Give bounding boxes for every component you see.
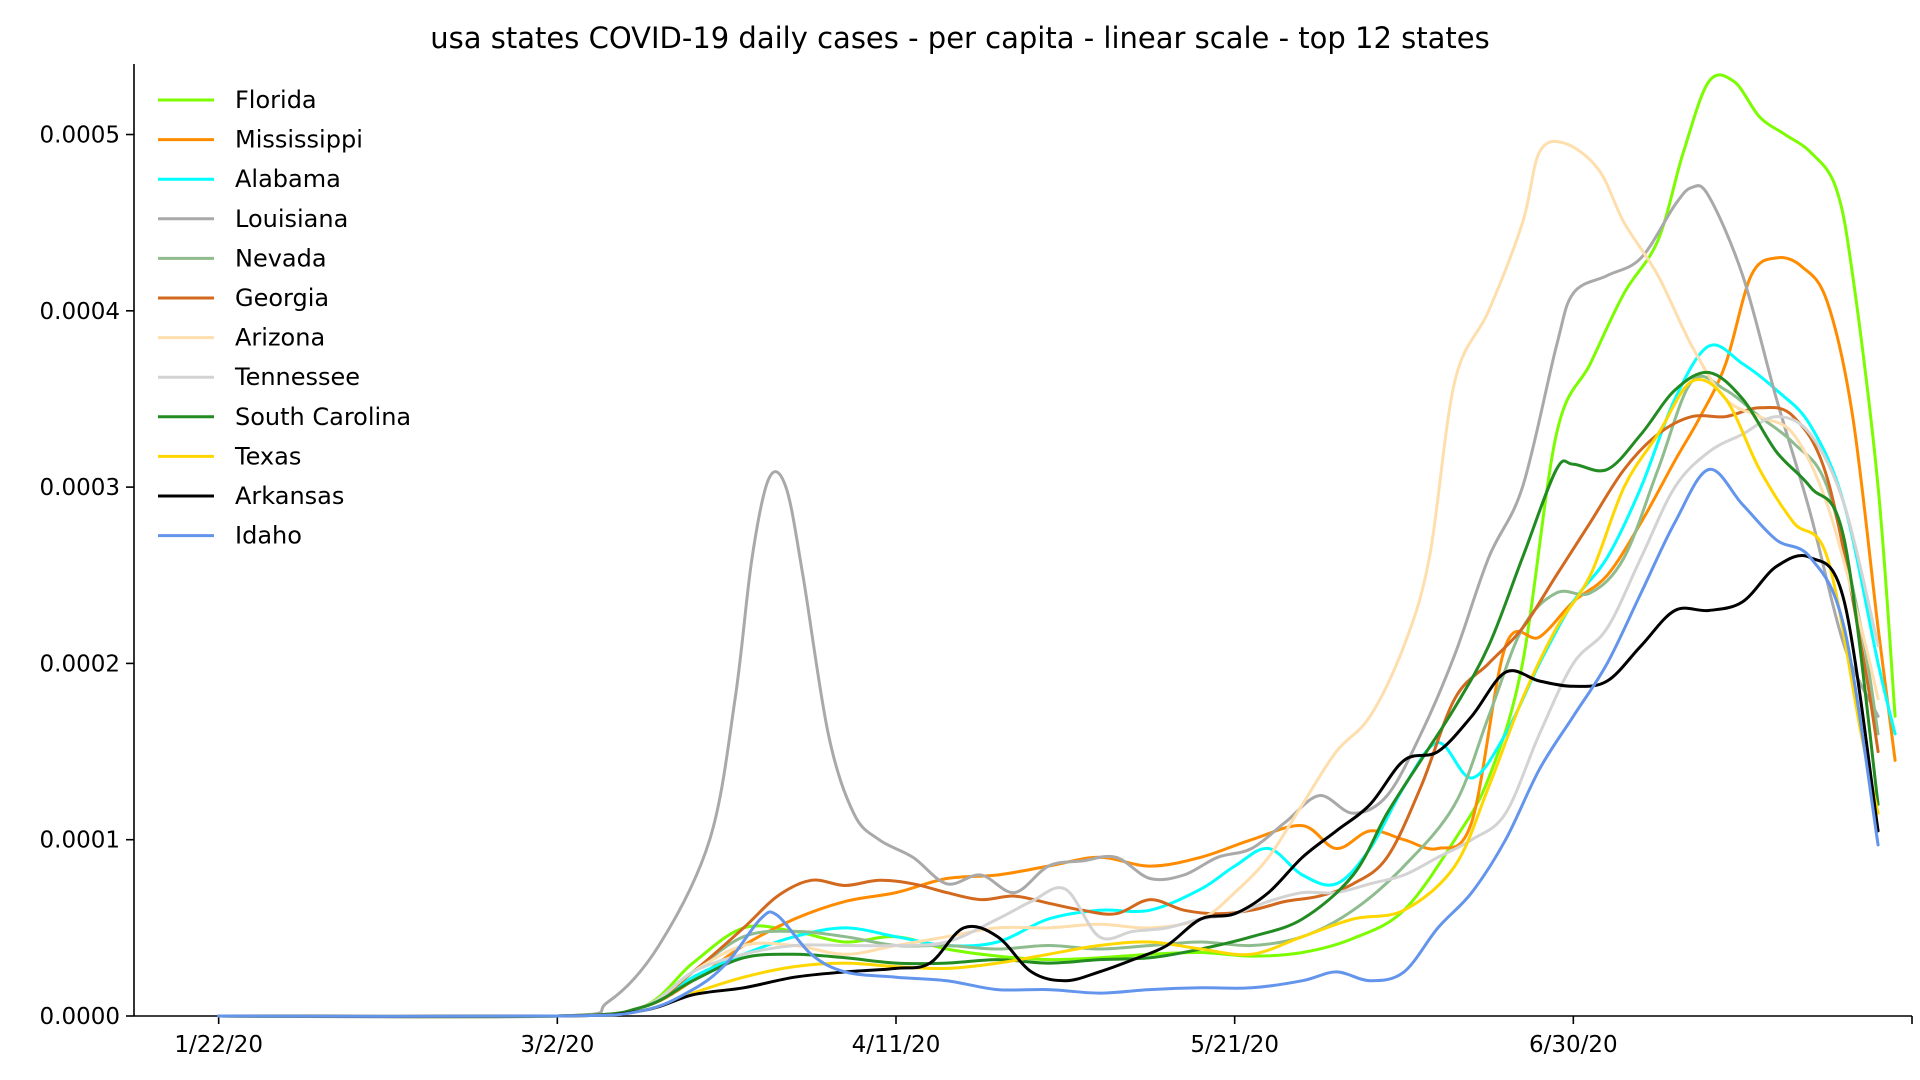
series-line-nevada [217,374,1880,1019]
legend-label-mississippi: Mississippi [235,126,363,154]
legend-label-nevada: Nevada [235,244,327,272]
series-line-south-carolina [217,370,1880,1019]
legend-label-south-carolina: South Carolina [235,403,411,431]
series-line-alabama [217,343,1897,1019]
series-line-arizona [217,139,1880,1019]
y-axis-ticks: 0.0000 0.0001 0.0002 0.0003 0.0004 0.0005 [40,123,134,1030]
x-tick-label: 3/2/20 [520,1032,594,1058]
y-tick-label: 0.0001 [40,828,120,854]
series-line-louisiana [217,184,1880,1019]
legend-label-idaho: Idaho [235,522,302,550]
x-tick-label: 6/30/20 [1529,1032,1618,1058]
y-tick-label: 0.0004 [40,299,120,325]
x-tick-label: 1/22/20 [174,1032,263,1058]
x-tick-label: 4/11/20 [852,1032,941,1058]
series-line-georgia [217,405,1880,1019]
series-line-florida [217,73,1897,1019]
legend-label-georgia: Georgia [235,284,329,312]
legend-label-florida: Florida [235,86,317,114]
legend-label-arizona: Arizona [235,324,325,352]
legend: Florida Mississippi Alabama Louisiana Nevada… [158,86,411,550]
legend-label-tennessee: Tennessee [234,363,360,391]
legend-label-louisiana: Louisiana [235,205,348,233]
series-line-tennessee [217,415,1880,1019]
series-line-idaho [217,467,1880,1018]
y-tick-label: 0.0002 [40,651,120,677]
chart-title: usa states COVID-19 daily cases - per ca… [430,21,1489,55]
legend-label-alabama: Alabama [235,165,341,193]
legend-label-texas: Texas [234,442,301,470]
x-tick-label: 5/21/20 [1190,1032,1279,1058]
x-axis-ticks: 1/22/20 3/2/20 4/11/20 5/21/20 6/30/20 [174,1016,1913,1058]
y-tick-label: 0.0000 [40,1004,120,1030]
series-line-texas [217,378,1880,1018]
y-tick-label: 0.0005 [40,123,120,149]
y-tick-label: 0.0003 [40,475,120,501]
series-line-mississippi [217,256,1897,1019]
series-line-arkansas [217,554,1880,1018]
series-lines [217,73,1897,1019]
legend-label-arkansas: Arkansas [235,482,344,510]
